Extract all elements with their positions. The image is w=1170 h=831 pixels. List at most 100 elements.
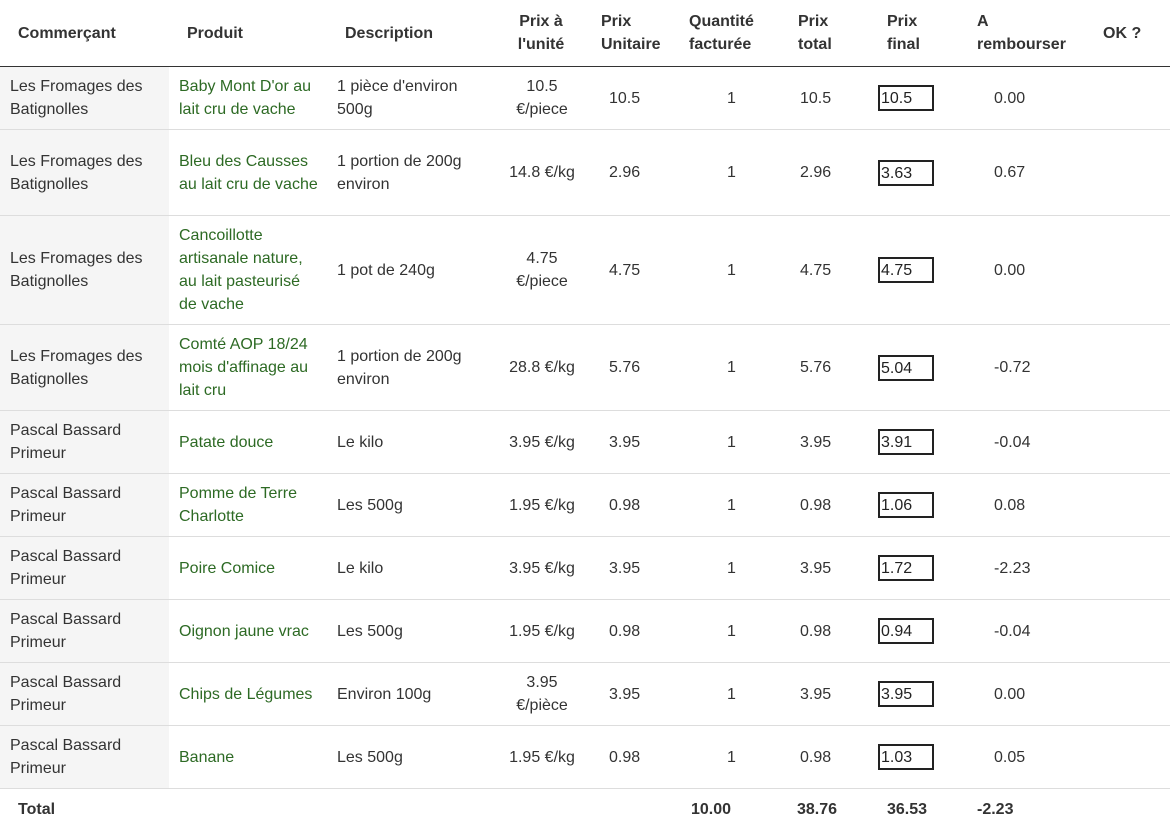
- qty-cell: 1: [673, 473, 788, 537]
- product-link[interactable]: Baby Mont D'or au lait cru de vache: [169, 66, 327, 130]
- ok-cell: [1078, 725, 1170, 789]
- description-cell: 1 pièce d'environ 500g: [327, 66, 491, 130]
- description-cell: Le kilo: [327, 410, 491, 474]
- col-final-price: Prix final: [868, 0, 968, 67]
- col-merchant: Commerçant: [0, 0, 169, 67]
- unit-price-2-cell: 10.5: [591, 66, 673, 130]
- total-final-price: 36.53: [868, 788, 968, 831]
- merchant-cell: Les Fromages des Batignolles: [0, 215, 169, 325]
- total-price-cell: 3.95: [788, 662, 868, 726]
- total-price-cell: 0.98: [788, 599, 868, 663]
- final-price-cell: 1.03: [868, 725, 968, 789]
- total-empty: [327, 788, 491, 831]
- table-row: Pascal Bassard Primeur Banane Les 500g 1.95…: [0, 725, 1170, 789]
- unit-price-cell: 3.95 €/pièce: [491, 662, 591, 726]
- product-link[interactable]: Chips de Légumes: [169, 662, 327, 726]
- merchant-cell: Pascal Bassard Primeur: [0, 725, 169, 789]
- final-price-input[interactable]: 3.95: [878, 681, 934, 707]
- unit-price-2-cell: 0.98: [591, 725, 673, 789]
- qty-cell: 1: [673, 536, 788, 600]
- final-price-input[interactable]: 3.91: [878, 429, 934, 455]
- refund-cell: 0.08: [968, 473, 1078, 537]
- description-cell: Les 500g: [327, 599, 491, 663]
- final-price-input[interactable]: 1.72: [878, 555, 934, 581]
- final-price-input[interactable]: 4.75: [878, 257, 934, 283]
- ok-cell: [1078, 66, 1170, 130]
- product-link[interactable]: Patate douce: [169, 410, 327, 474]
- unit-price-2-cell: 3.95: [591, 536, 673, 600]
- final-price-input[interactable]: 0.94: [878, 618, 934, 644]
- description-cell: 1 portion de 200g environ: [327, 324, 491, 411]
- product-link[interactable]: Pomme de Terre Charlotte: [169, 473, 327, 537]
- unit-price-cell: 1.95 €/kg: [491, 725, 591, 789]
- qty-cell: 1: [673, 662, 788, 726]
- description-cell: Les 500g: [327, 725, 491, 789]
- unit-price-cell: 1.95 €/kg: [491, 473, 591, 537]
- total-price-cell: 4.75: [788, 215, 868, 325]
- final-price-input[interactable]: 1.03: [878, 744, 934, 770]
- total-price-cell: 5.76: [788, 324, 868, 411]
- final-price-input[interactable]: 10.5: [878, 85, 934, 111]
- unit-price-cell: 1.95 €/kg: [491, 599, 591, 663]
- table-row: Les Fromages des Batignolles Comté AOP 18…: [0, 324, 1170, 411]
- refund-cell: -0.04: [968, 599, 1078, 663]
- merchant-cell: Les Fromages des Batignolles: [0, 324, 169, 411]
- qty-cell: 1: [673, 66, 788, 130]
- col-product: Produit: [169, 0, 327, 67]
- table-row: Pascal Bassard Primeur Oignon jaune vrac L…: [0, 599, 1170, 663]
- unit-price-cell: 3.95 €/kg: [491, 536, 591, 600]
- product-link[interactable]: Oignon jaune vrac: [169, 599, 327, 663]
- ok-cell: [1078, 129, 1170, 216]
- ok-cell: [1078, 324, 1170, 411]
- final-price-cell: 1.72: [868, 536, 968, 600]
- product-link[interactable]: Cancoillotte artisanale nature, au lait …: [169, 215, 327, 325]
- refund-cell: 0.67: [968, 129, 1078, 216]
- col-ok: OK ?: [1078, 0, 1170, 67]
- unit-price-cell: 10.5 €/piece: [491, 66, 591, 130]
- total-refund: -2.23: [968, 788, 1078, 831]
- unit-price-2-cell: 0.98: [591, 599, 673, 663]
- table-header: Commerçant Produit Description Prix à l'u…: [0, 0, 1170, 67]
- product-link[interactable]: Banane: [169, 725, 327, 789]
- table-row: Les Fromages des Batignolles Cancoillotte…: [0, 215, 1170, 325]
- merchant-cell: Pascal Bassard Primeur: [0, 662, 169, 726]
- col-qty: Quantité facturée: [673, 0, 788, 67]
- col-total-price: Prix total: [788, 0, 868, 67]
- unit-price-2-cell: 5.76: [591, 324, 673, 411]
- refund-cell: -0.72: [968, 324, 1078, 411]
- merchant-cell: Pascal Bassard Primeur: [0, 599, 169, 663]
- refund-cell: 0.00: [968, 662, 1078, 726]
- table-row: Les Fromages des Batignolles Bleu des Cau…: [0, 129, 1170, 216]
- final-price-cell: 3.91: [868, 410, 968, 474]
- refund-cell: 0.05: [968, 725, 1078, 789]
- product-link[interactable]: Poire Comice: [169, 536, 327, 600]
- final-price-input[interactable]: 5.04: [878, 354, 934, 381]
- ok-cell: [1078, 599, 1170, 663]
- product-link[interactable]: Bleu des Causses au lait cru de vache: [169, 129, 327, 216]
- qty-cell: 1: [673, 324, 788, 411]
- merchant-cell: Les Fromages des Batignolles: [0, 129, 169, 216]
- col-unit-price-2: Prix Unitaire: [591, 0, 673, 67]
- final-price-input[interactable]: 3.63: [878, 159, 934, 186]
- total-qty: 10.00: [673, 788, 788, 831]
- final-price-cell: 1.06: [868, 473, 968, 537]
- product-link[interactable]: Comté AOP 18/24 mois d'affinage au lait …: [169, 324, 327, 411]
- final-price-cell: 0.94: [868, 599, 968, 663]
- description-cell: Les 500g: [327, 473, 491, 537]
- table-row: Pascal Bassard Primeur Poire Comice Le kil…: [0, 536, 1170, 600]
- description-cell: 1 portion de 200g environ: [327, 129, 491, 216]
- refund-cell: 0.00: [968, 66, 1078, 130]
- ok-cell: [1078, 410, 1170, 474]
- merchant-cell: Pascal Bassard Primeur: [0, 410, 169, 474]
- final-price-input[interactable]: 1.06: [878, 492, 934, 518]
- total-price-cell: 0.98: [788, 725, 868, 789]
- unit-price-2-cell: 2.96: [591, 129, 673, 216]
- table-row: Pascal Bassard Primeur Patate douce Le kil…: [0, 410, 1170, 474]
- unit-price-2-cell: 3.95: [591, 410, 673, 474]
- unit-price-cell: 4.75 €/piece: [491, 215, 591, 325]
- total-price-cell: 10.5: [788, 66, 868, 130]
- merchant-cell: Les Fromages des Batignolles: [0, 66, 169, 130]
- total-price-cell: 2.96: [788, 129, 868, 216]
- description-cell: Le kilo: [327, 536, 491, 600]
